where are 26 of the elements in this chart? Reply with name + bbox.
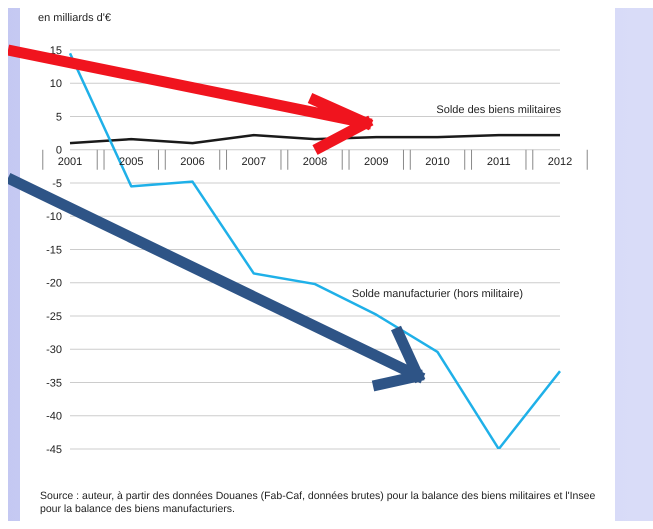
y-tick-label: -10 xyxy=(46,211,62,224)
series-label: Solde manufacturier (hors militaire) xyxy=(352,288,524,300)
y-axis-title: en milliards d'€ xyxy=(38,12,112,24)
y-tick-label: -15 xyxy=(46,244,62,256)
x-tick-label: 2006 xyxy=(180,156,205,168)
y-tick-label: -35 xyxy=(46,377,62,390)
y-tick-label: 15 xyxy=(50,44,62,57)
x-tick-label: 2009 xyxy=(364,156,388,168)
y-tick-label: 10 xyxy=(50,78,62,90)
y-tick-label: -25 xyxy=(46,310,62,323)
x-tick-label: 2001 xyxy=(58,156,82,168)
x-tick-label: 2007 xyxy=(242,156,266,168)
x-tick-label: 2012 xyxy=(548,156,572,168)
y-tick-label: 5 xyxy=(56,111,62,124)
x-tick-label: 2011 xyxy=(486,156,511,168)
y-tick-label: -30 xyxy=(46,344,62,356)
y-tick-label: -5 xyxy=(52,178,62,190)
series-label: Solde des biens militaires xyxy=(436,104,562,116)
line-series xyxy=(68,134,562,144)
source-note: Source : auteur, à partir des données Douanes (Fab-Caf, données brutes) pour la balance des biens militaires et l'Insee pour la balance des biens manufacturiers. xyxy=(40,490,596,516)
y-tick-label: -40 xyxy=(46,410,62,423)
x-tick-label: 2008 xyxy=(302,156,328,168)
y-tick-label: -45 xyxy=(46,444,62,456)
y-tick-label: 0 xyxy=(56,144,62,157)
x-tick-label: 2010 xyxy=(425,156,450,168)
y-tick-label: -20 xyxy=(46,278,62,290)
